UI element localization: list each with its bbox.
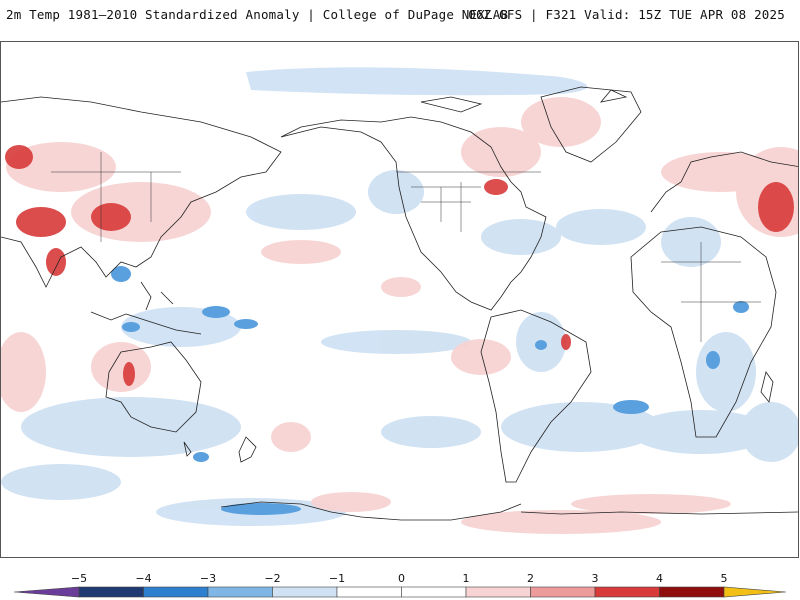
new-zealand-outline: [238, 436, 257, 463]
north-america-outline: [280, 116, 547, 311]
colorbar-segments: [13, 586, 787, 598]
indonesia-outline: [90, 281, 202, 335]
colorbar-tick-label: −2: [264, 572, 281, 585]
colorbar-tick-label: 2: [527, 572, 534, 585]
colorbar-tick-label: −4: [135, 572, 152, 585]
colorbar-tick-label: −3: [199, 572, 217, 585]
strong-negative-anomaly-areas: [111, 266, 749, 515]
madagascar-outline: [760, 371, 774, 403]
positive-anomaly-areas: [1, 97, 798, 534]
colorbar-segment-m2_m1: [272, 586, 338, 598]
colorbar-segment-4_5: [659, 586, 725, 598]
coastlines: [1, 86, 798, 521]
colorbar-segment-m4_m3: [143, 586, 209, 598]
colorbar-segment-3_4: [594, 586, 660, 598]
greenland-outline: [540, 86, 642, 163]
colorbar-segment-0_1: [401, 586, 467, 598]
colorbar-tick-label: 4: [656, 572, 663, 585]
colorbar-segment-m1_0: [336, 586, 402, 598]
europe-outline: [650, 151, 798, 213]
colorbar-tick-label: 5: [720, 572, 728, 585]
antarctica-outline: [220, 501, 798, 521]
colorbar-tick-label: 1: [462, 572, 470, 585]
header: 2m Temp 1981–2010 Standardized Anomaly |…: [0, 0, 800, 30]
map-title: 2m Temp 1981–2010 Standardized Anomaly |…: [6, 7, 509, 22]
colorbar-segment-gt_5: [723, 586, 787, 598]
australia-outline: [105, 341, 202, 433]
africa-outline: [630, 226, 777, 438]
colorbar-tick-label: 0: [398, 572, 405, 585]
colorbar-tick-label: −5: [70, 572, 88, 585]
colorbar-segment-2_3: [530, 586, 596, 598]
colorbar-tick-label: −1: [328, 572, 346, 585]
negative-anomaly-areas: [1, 67, 798, 526]
colorbar-segment-m3_m2: [207, 586, 273, 598]
colorbar-tick-label: 3: [591, 572, 599, 585]
colorbar-segment-m5_m4: [78, 586, 144, 598]
colorbar-segment-1_2: [465, 586, 531, 598]
asia-outline: [1, 96, 282, 288]
model-run-info: 06Z GFS | F321 Valid: 15Z TUE APR 08 202…: [468, 7, 785, 22]
political-borders: [51, 152, 761, 342]
colorbar-scale: [13, 586, 787, 598]
south-america-outline: [480, 309, 592, 483]
anomaly-map: [0, 41, 799, 558]
colorbar: −5 −4 −3 −2 −1 0 1 2 3 4 5: [0, 568, 800, 600]
map-canvas: [1, 67, 798, 534]
colorbar-segment-lt_m5: [13, 586, 80, 598]
